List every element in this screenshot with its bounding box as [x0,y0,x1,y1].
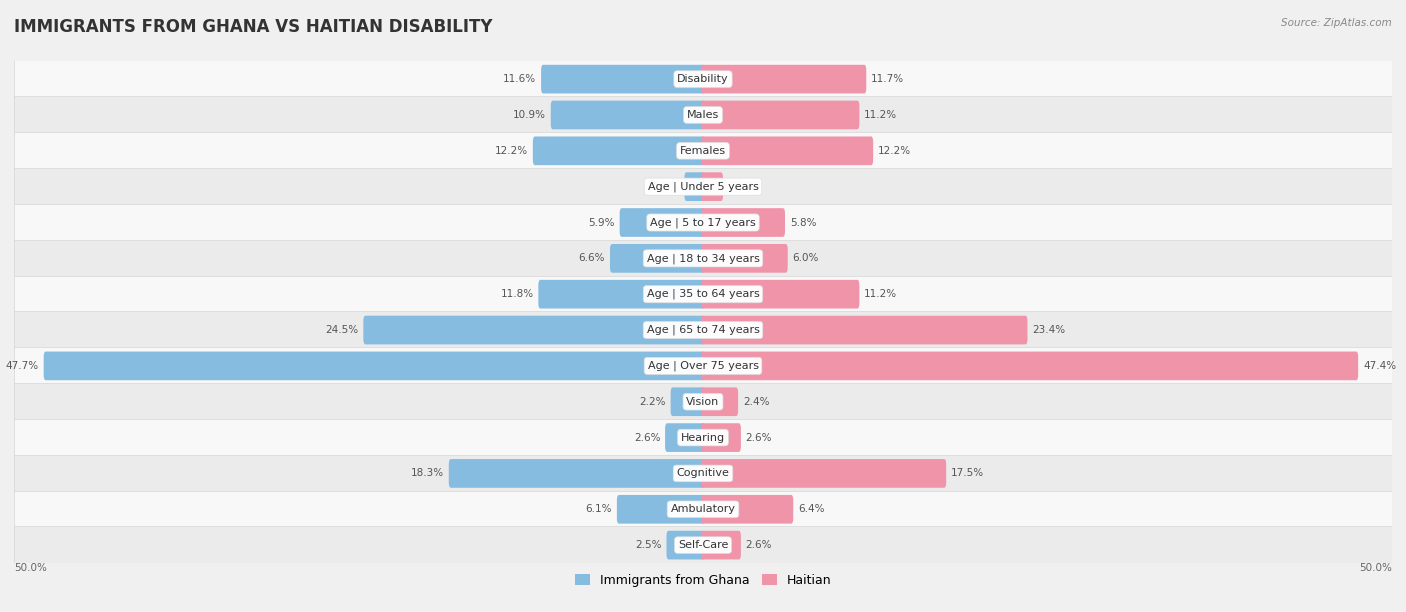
Text: 11.2%: 11.2% [865,110,897,120]
FancyBboxPatch shape [702,387,738,416]
FancyBboxPatch shape [14,204,1392,241]
FancyBboxPatch shape [702,316,1028,345]
Text: 1.3%: 1.3% [728,182,754,192]
Text: 18.3%: 18.3% [411,468,444,479]
FancyBboxPatch shape [620,208,704,237]
Text: Males: Males [688,110,718,120]
FancyBboxPatch shape [702,244,787,273]
Text: Age | 35 to 64 years: Age | 35 to 64 years [647,289,759,299]
Text: 2.2%: 2.2% [640,397,666,407]
Text: 6.1%: 6.1% [585,504,612,514]
Text: 11.6%: 11.6% [503,74,536,84]
FancyBboxPatch shape [533,136,704,165]
FancyBboxPatch shape [685,173,704,201]
Text: 1.2%: 1.2% [652,182,679,192]
Text: 11.7%: 11.7% [872,74,904,84]
Text: 6.4%: 6.4% [799,504,824,514]
Text: Females: Females [681,146,725,156]
Text: 12.2%: 12.2% [495,146,529,156]
FancyBboxPatch shape [14,240,1392,277]
Text: 5.9%: 5.9% [588,217,614,228]
Text: Source: ZipAtlas.com: Source: ZipAtlas.com [1281,18,1392,28]
Text: 12.2%: 12.2% [877,146,911,156]
FancyBboxPatch shape [363,316,704,345]
Text: 17.5%: 17.5% [950,468,984,479]
FancyBboxPatch shape [702,495,793,524]
FancyBboxPatch shape [14,275,1392,313]
Text: Age | Over 75 years: Age | Over 75 years [648,360,758,371]
Text: Disability: Disability [678,74,728,84]
Text: 11.2%: 11.2% [865,289,897,299]
Text: Vision: Vision [686,397,720,407]
Text: Hearing: Hearing [681,433,725,442]
FancyBboxPatch shape [617,495,704,524]
FancyBboxPatch shape [702,208,785,237]
FancyBboxPatch shape [14,96,1392,133]
FancyBboxPatch shape [14,168,1392,205]
Text: 5.8%: 5.8% [790,217,817,228]
Text: 2.6%: 2.6% [745,540,772,550]
FancyBboxPatch shape [702,173,723,201]
Text: 6.6%: 6.6% [579,253,605,263]
FancyBboxPatch shape [14,347,1392,384]
Text: 11.8%: 11.8% [501,289,533,299]
FancyBboxPatch shape [702,424,741,452]
Text: Age | 5 to 17 years: Age | 5 to 17 years [650,217,756,228]
FancyBboxPatch shape [702,65,866,94]
Text: Age | 18 to 34 years: Age | 18 to 34 years [647,253,759,264]
FancyBboxPatch shape [702,531,741,559]
Text: Age | Under 5 years: Age | Under 5 years [648,181,758,192]
Text: 50.0%: 50.0% [1360,563,1392,573]
FancyBboxPatch shape [14,419,1392,456]
Text: Age | 65 to 74 years: Age | 65 to 74 years [647,325,759,335]
Text: Cognitive: Cognitive [676,468,730,479]
Text: IMMIGRANTS FROM GHANA VS HAITIAN DISABILITY: IMMIGRANTS FROM GHANA VS HAITIAN DISABIL… [14,18,492,36]
FancyBboxPatch shape [14,526,1392,564]
FancyBboxPatch shape [14,132,1392,170]
FancyBboxPatch shape [702,459,946,488]
FancyBboxPatch shape [541,65,704,94]
Text: Ambulatory: Ambulatory [671,504,735,514]
FancyBboxPatch shape [14,383,1392,420]
FancyBboxPatch shape [14,61,1392,98]
FancyBboxPatch shape [14,455,1392,492]
FancyBboxPatch shape [666,531,704,559]
Text: 47.7%: 47.7% [6,361,39,371]
FancyBboxPatch shape [702,100,859,129]
FancyBboxPatch shape [671,387,704,416]
FancyBboxPatch shape [551,100,704,129]
Text: Self-Care: Self-Care [678,540,728,550]
FancyBboxPatch shape [702,136,873,165]
FancyBboxPatch shape [702,280,859,308]
FancyBboxPatch shape [14,312,1392,349]
Text: 47.4%: 47.4% [1362,361,1396,371]
FancyBboxPatch shape [665,424,704,452]
Text: 2.6%: 2.6% [634,433,661,442]
Text: 2.5%: 2.5% [636,540,662,550]
Text: 6.0%: 6.0% [793,253,818,263]
Legend: Immigrants from Ghana, Haitian: Immigrants from Ghana, Haitian [569,569,837,592]
FancyBboxPatch shape [14,491,1392,528]
FancyBboxPatch shape [538,280,704,308]
Text: 10.9%: 10.9% [513,110,546,120]
Text: 2.4%: 2.4% [742,397,769,407]
FancyBboxPatch shape [610,244,704,273]
FancyBboxPatch shape [702,351,1358,380]
FancyBboxPatch shape [44,351,704,380]
Text: 24.5%: 24.5% [325,325,359,335]
Text: 2.6%: 2.6% [745,433,772,442]
Text: 23.4%: 23.4% [1032,325,1066,335]
FancyBboxPatch shape [449,459,704,488]
Text: 50.0%: 50.0% [14,563,46,573]
